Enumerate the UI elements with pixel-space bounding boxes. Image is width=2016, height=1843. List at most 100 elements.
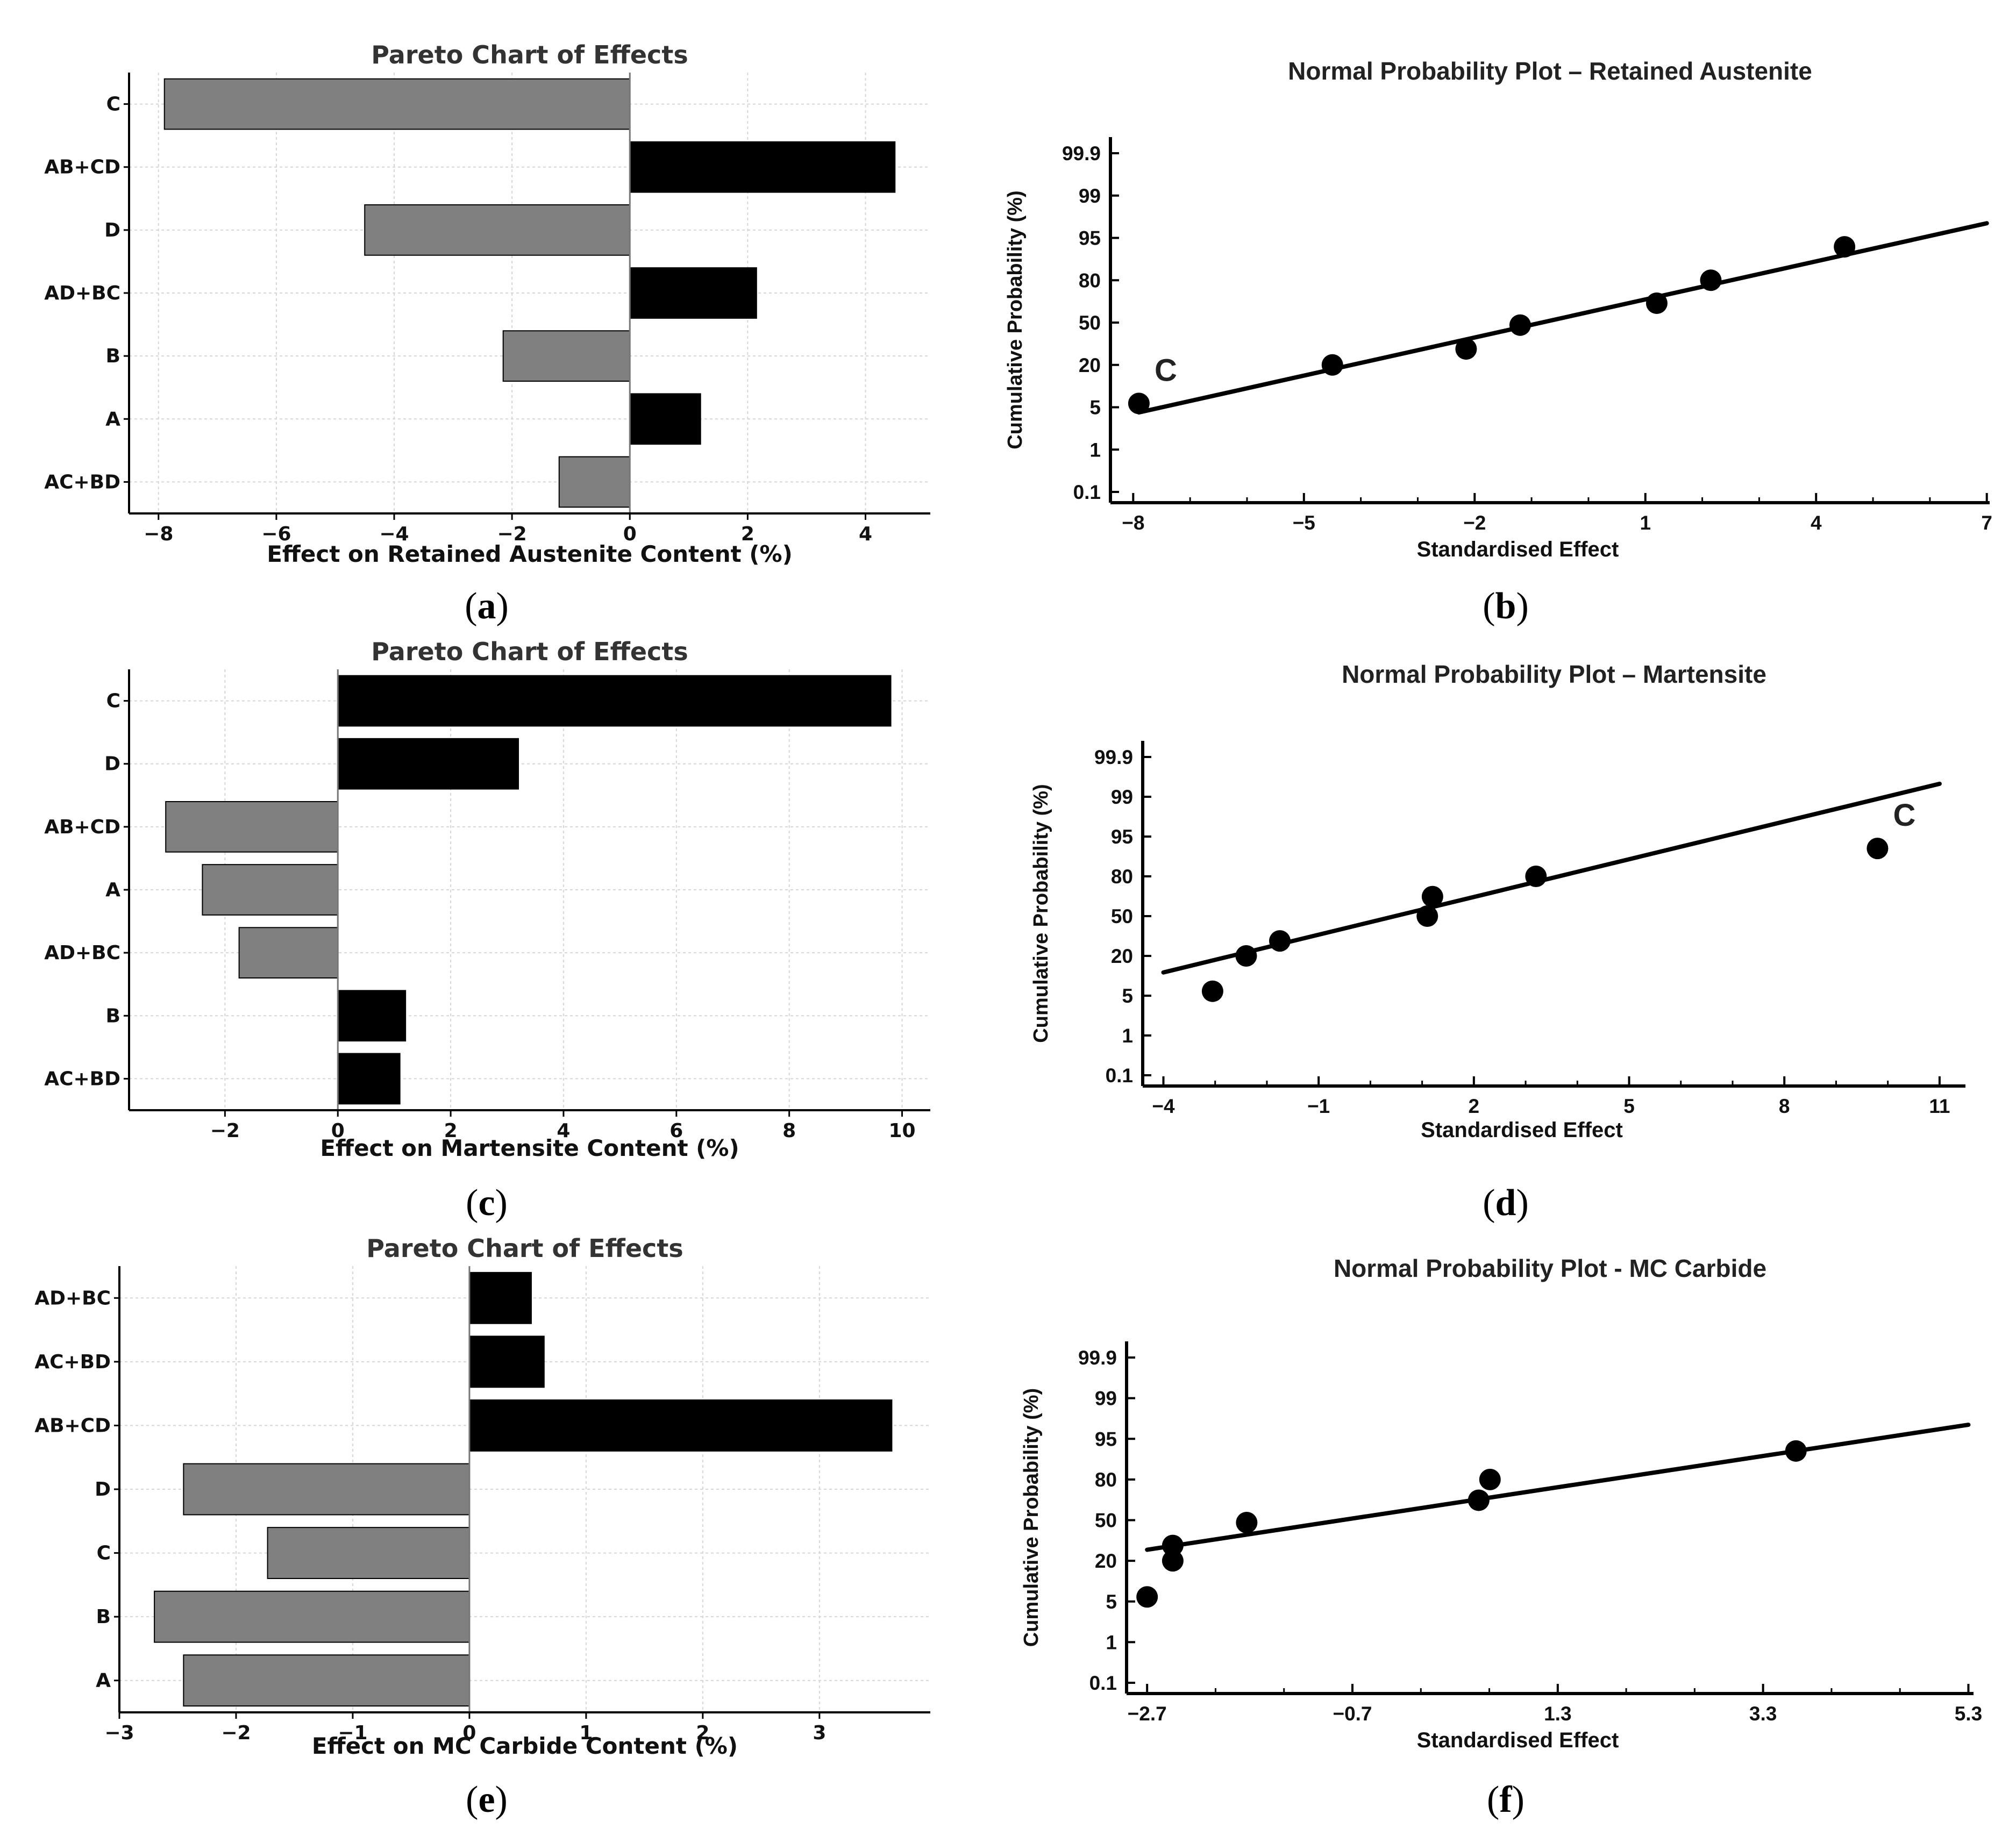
x-axis-label: Effect on Martensite Content (%) bbox=[320, 1135, 739, 1161]
data-point bbox=[1509, 314, 1531, 336]
x-axis-label: Effect on Retained Austenite Content (%) bbox=[267, 541, 793, 567]
caption-close-paren: ) bbox=[495, 1779, 508, 1820]
y-tick-label: 99 bbox=[1095, 1388, 1117, 1410]
caption-e: (e) bbox=[466, 1779, 508, 1820]
bar-d bbox=[364, 204, 631, 256]
data-point bbox=[1162, 1534, 1184, 1556]
x-tick-label: 0 bbox=[462, 1722, 476, 1744]
caption-letter: f bbox=[1499, 1779, 1512, 1820]
x-tick-label: 0 bbox=[331, 1120, 345, 1142]
x-tick-label: 5.3 bbox=[1955, 1703, 1982, 1725]
x-tick-label: −5 bbox=[1293, 512, 1315, 534]
x-tick-label: −0.7 bbox=[1333, 1703, 1372, 1725]
x-tick-label: 1 bbox=[1640, 512, 1651, 534]
y-tick-label: 0.1 bbox=[1073, 481, 1101, 503]
x-tick-label: 2 bbox=[741, 523, 754, 545]
x-tick-label: −2 bbox=[210, 1120, 240, 1142]
y-axis-label: Cumulative Probability (%) bbox=[1004, 190, 1027, 449]
caption-close-paren: ) bbox=[1516, 585, 1528, 627]
caption-a: (a) bbox=[465, 585, 509, 627]
bar-ab-plus-cd bbox=[165, 801, 339, 853]
y-tick-label: AD+BC bbox=[34, 1287, 111, 1309]
normal-probability-plot-f: 0.1 1 5 20 50 80 95 99 99.9 −2.7 −0.7 1.3 3.3 5.3 Norm… bbox=[1020, 1254, 1982, 1752]
x-tick-label: 2 bbox=[696, 1722, 709, 1744]
caption-open-paren: ( bbox=[466, 1182, 478, 1224]
y-tick-label: 0.1 bbox=[1089, 1672, 1117, 1694]
data-point bbox=[1645, 292, 1668, 314]
x-axis-label: Standardised Effect bbox=[1421, 1118, 1623, 1142]
x-tick-label: −2 bbox=[497, 523, 527, 545]
x-tick-label: −2.7 bbox=[1128, 1703, 1167, 1725]
x-tick-label: 11 bbox=[1929, 1095, 1950, 1117]
y-tick-label: 99.9 bbox=[1094, 746, 1133, 768]
caption-f: (f) bbox=[1487, 1779, 1525, 1820]
y-tick-label: D bbox=[104, 219, 120, 241]
x-tick-label: −4 bbox=[1152, 1095, 1175, 1117]
y-tick-label: AB+CD bbox=[34, 1415, 111, 1437]
y-tick-label: 1 bbox=[1089, 439, 1101, 461]
caption-close-paren: ) bbox=[1512, 1779, 1525, 1820]
y-tick-label: 80 bbox=[1095, 1469, 1117, 1491]
caption-letter: e bbox=[478, 1779, 495, 1820]
bar-c bbox=[267, 1527, 470, 1579]
x-tick-label: 4 bbox=[859, 523, 872, 545]
x-tick-label: 8 bbox=[782, 1120, 796, 1142]
fit-line bbox=[1136, 221, 1989, 415]
x-tick-label: 2 bbox=[444, 1120, 458, 1142]
chart-title: Normal Probability Plot - MC Carbide bbox=[1334, 1254, 1766, 1282]
caption-close-paren: ) bbox=[495, 1182, 508, 1224]
caption-open-paren: ( bbox=[1487, 1779, 1499, 1820]
data-point bbox=[1201, 980, 1223, 1002]
data-point bbox=[1785, 1440, 1807, 1462]
y-tick-label: AD+BC bbox=[44, 282, 120, 304]
y-tick-label: A bbox=[96, 1670, 111, 1692]
y-tick-label: AC+BD bbox=[44, 1068, 120, 1090]
data-point bbox=[1468, 1489, 1490, 1511]
x-tick-label: −2 bbox=[1463, 512, 1486, 534]
x-tick-label: −1 bbox=[338, 1722, 367, 1744]
chart-title: Pareto Chart of Effects bbox=[371, 637, 688, 666]
bar-ad-plus-bc bbox=[238, 927, 339, 979]
x-tick-label: 10 bbox=[888, 1120, 915, 1142]
chart-title: Pareto Chart of Effects bbox=[366, 1234, 683, 1263]
x-tick-label: −8 bbox=[1122, 512, 1144, 534]
bar-ad-plus-bc bbox=[468, 1271, 532, 1324]
data-point bbox=[1162, 1550, 1184, 1572]
bar-b bbox=[337, 990, 407, 1042]
data-point bbox=[1416, 905, 1438, 927]
y-tick-label: B bbox=[106, 1005, 120, 1027]
x-tick-label: −4 bbox=[379, 523, 409, 545]
fit-line bbox=[1145, 1423, 1971, 1552]
x-tick-label: 0 bbox=[623, 523, 637, 545]
y-tick-label: 50 bbox=[1079, 312, 1101, 334]
normal-probability-plot-d: 0.1 1 5 20 50 80 95 99 99.9 −4 −1 2 5 8 11 C Normal Prob… bbox=[1030, 660, 1965, 1142]
x-tick-label: 7 bbox=[1981, 512, 1992, 534]
bar-a bbox=[202, 864, 339, 916]
y-tick-label: AD+BC bbox=[44, 942, 120, 964]
x-tick-label: 4 bbox=[1811, 512, 1822, 534]
x-tick-label: −8 bbox=[144, 523, 173, 545]
x-tick-label: 2 bbox=[1469, 1095, 1480, 1117]
x-tick-label: 3 bbox=[813, 1722, 826, 1744]
chart-title: Pareto Chart of Effects bbox=[371, 40, 688, 69]
x-tick-label: −2 bbox=[221, 1722, 251, 1744]
y-tick-label: A bbox=[105, 879, 120, 901]
y-tick-label: 20 bbox=[1079, 354, 1101, 376]
bar-b bbox=[154, 1590, 470, 1643]
x-tick-label: 1.3 bbox=[1544, 1703, 1571, 1725]
data-point bbox=[1321, 354, 1343, 376]
bar-ab-plus-cd bbox=[468, 1399, 893, 1452]
chart-title: Normal Probability Plot – Retained Auste… bbox=[1288, 57, 1812, 85]
x-axis-label: Standardised Effect bbox=[1417, 538, 1619, 561]
caption-close-paren: ) bbox=[496, 585, 509, 627]
bar-d bbox=[183, 1463, 470, 1516]
y-tick-label: 50 bbox=[1095, 1510, 1117, 1532]
y-tick-label: AC+BD bbox=[34, 1351, 111, 1373]
y-tick-label: 5 bbox=[1122, 985, 1133, 1007]
y-tick-label: 99 bbox=[1111, 786, 1133, 808]
data-point bbox=[1421, 885, 1443, 908]
bar-d bbox=[337, 738, 519, 790]
data-point bbox=[1479, 1468, 1501, 1490]
y-tick-label: 5 bbox=[1106, 1591, 1117, 1613]
caption-open-paren: ( bbox=[1483, 585, 1495, 627]
